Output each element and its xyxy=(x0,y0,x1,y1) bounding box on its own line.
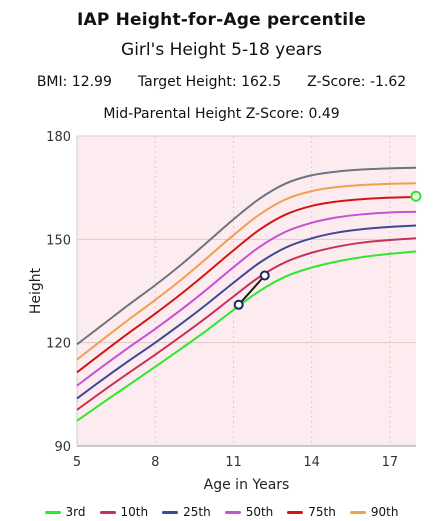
y-axis-title: Height xyxy=(28,267,44,314)
legend-swatch xyxy=(287,510,304,514)
x-tick-label: 14 xyxy=(303,455,320,470)
chart-subtitle: Girl's Height 5-18 years xyxy=(121,40,322,60)
patient-point xyxy=(259,270,270,281)
y-tick-label: 120 xyxy=(46,337,71,352)
legend-label: 25th xyxy=(183,505,211,519)
series-line-50th xyxy=(76,210,417,387)
z-score-value: Z-Score: -1.62 xyxy=(307,74,407,90)
legend-item-3rd[interactable]: 3rd xyxy=(44,505,86,519)
legend-swatch xyxy=(44,510,61,514)
legend-item-90th[interactable]: 90th xyxy=(349,505,399,519)
legend-label: 90th xyxy=(370,505,399,519)
legend-item-75th[interactable]: 75th xyxy=(287,505,336,519)
x-tick-label: 8 xyxy=(151,455,159,470)
legend-label: 10th xyxy=(120,505,149,519)
y-tick-label: 150 xyxy=(46,233,71,248)
x-axis-title: Age in Years xyxy=(204,477,290,493)
legend-item-10th[interactable]: 10th xyxy=(99,505,149,519)
legend-swatch xyxy=(349,510,366,514)
legend-swatch xyxy=(224,510,241,514)
patient-point xyxy=(233,299,244,310)
chart-title: IAP Height-for-Age percentile xyxy=(76,10,367,30)
x-tick-label: 17 xyxy=(382,455,399,470)
legend-label: 50th xyxy=(245,505,274,519)
stats-row: BMI: 12.99 Target Height: 162.5 Z-Score:… xyxy=(0,74,443,90)
plot-area: 5 8 11 14 17 90 120 150 180 xyxy=(46,130,422,470)
x-tick-label: 5 xyxy=(73,455,81,470)
y-tick-label: 90 xyxy=(54,440,71,455)
series-line-25th xyxy=(76,224,417,400)
legend-item-25th[interactable]: 25th xyxy=(162,505,211,519)
chart-legend: 3rd 10th 25th 50th 75th 90th xyxy=(0,505,443,519)
plot-background xyxy=(77,136,416,446)
x-tick-label: 11 xyxy=(225,455,242,470)
y-tick-label: 180 xyxy=(46,130,71,145)
patient-growth-line xyxy=(237,274,266,306)
mid-parental-z-score: Mid-Parental Height Z-Score: 0.49 xyxy=(103,106,340,122)
bmi-value: BMI: 12.99 xyxy=(36,74,112,90)
legend-item-50th[interactable]: 50th xyxy=(224,505,274,519)
legend-label: 75th xyxy=(308,505,336,519)
legend-swatch xyxy=(99,510,116,514)
series-line-3rd xyxy=(76,250,417,422)
legend-swatch xyxy=(162,510,179,514)
target-height-point xyxy=(410,190,422,202)
series-line-upper xyxy=(76,166,417,346)
series-line-90th xyxy=(76,182,417,361)
series-line-10th xyxy=(76,237,417,411)
target-height-value: Target Height: 162.5 xyxy=(137,74,282,90)
series-line-75th xyxy=(76,195,417,374)
legend-label: 3rd xyxy=(65,505,86,519)
